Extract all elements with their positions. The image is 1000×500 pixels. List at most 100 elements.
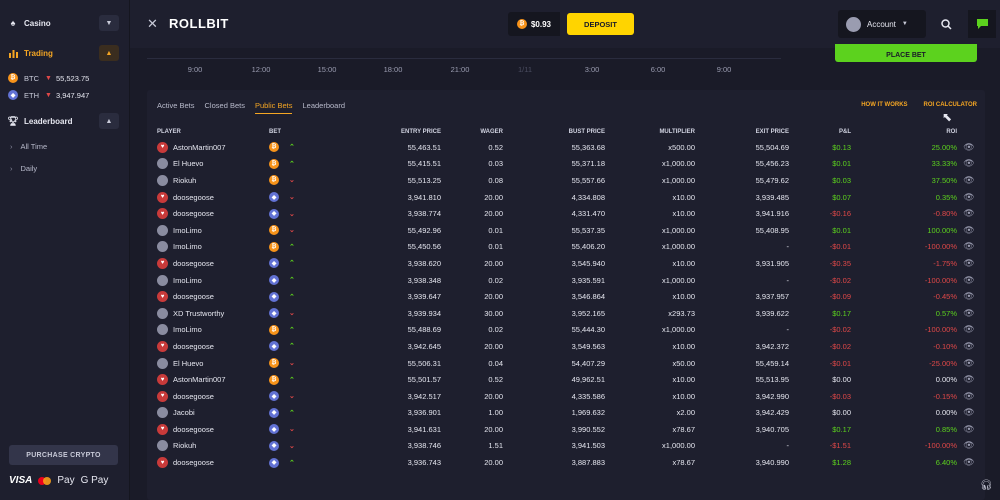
purchase-crypto-button[interactable]: PURCHASE CRYPTO — [9, 445, 118, 465]
player-cell[interactable]: ImoLimo — [157, 272, 269, 289]
eye-icon[interactable]: 👁︎ — [963, 158, 975, 169]
pnl: -$0.02 — [829, 275, 851, 285]
table-row[interactable]: ImoLimo ₿ ⌃ 55,450.56 0.01 55,406.20 x1,000.00… — [157, 239, 981, 256]
table-row[interactable]: ImoLimo ₿ ⌄ 55,492.96 0.01 55,537.35 x1,000.00… — [157, 222, 981, 239]
table-row[interactable]: XD Trustworthy ◆ ⌄ 3,939.934 30.00 3,952.165 x… — [157, 305, 981, 322]
help-icon[interactable]: 🎧︎ — [980, 480, 993, 491]
account-menu[interactable]: Account ▼ — [838, 10, 926, 38]
deposit-button[interactable]: DEPOSIT — [567, 13, 634, 35]
player-cell[interactable]: ImoLimo — [157, 322, 269, 339]
player-cell[interactable]: ImoLimo — [157, 239, 269, 256]
chevron-down-icon[interactable]: ▼ — [99, 15, 119, 31]
roi: 33.33% — [931, 159, 957, 169]
table-row[interactable]: El Huevo ₿ ⌃ 55,415.51 0.03 55,371.18 x1,000.0… — [157, 156, 981, 173]
roi: 100.00% — [927, 225, 957, 235]
table-row[interactable]: ♥ doosegoose ◆ ⌄ 3,942.517 20.00 4,335.586 x10.… — [157, 388, 981, 405]
eye-icon[interactable]: 👁︎ — [963, 241, 975, 252]
eye-icon[interactable]: 👁︎ — [963, 208, 975, 219]
bet-cell: ◆ ⌃ — [269, 454, 339, 471]
arrow-up-icon: ⌃ — [289, 343, 295, 351]
ticker-symbol: ETH — [24, 90, 39, 100]
balance-display[interactable]: ₿ $0.93 — [508, 12, 560, 36]
pnl: -$0.01 — [829, 242, 851, 252]
player-cell[interactable]: ImoLimo — [157, 222, 269, 239]
table-row[interactable]: ♥ AstonMartin007 ₿ ⌃ 55,463.51 0.52 55,363.68 x… — [157, 139, 981, 156]
roi-calculator-link[interactable]: ROI CALCULATOR — [923, 102, 977, 108]
multiplier: x78.67 — [672, 458, 695, 468]
eye-icon[interactable]: 👁︎ — [963, 307, 975, 318]
sidebar-item-trading[interactable]: Trading ▲ — [8, 45, 119, 61]
player-cell[interactable]: ♥ doosegoose — [157, 454, 269, 471]
eye-icon[interactable]: 👁︎ — [963, 357, 975, 368]
roi: -0.15% — [933, 391, 957, 401]
eye-icon[interactable]: 👁︎ — [963, 191, 975, 202]
eye-icon[interactable]: 👁︎ — [963, 224, 975, 235]
player-cell[interactable]: ♥ doosegoose — [157, 189, 269, 206]
sidebar-subitem-daily[interactable]: › Daily — [10, 164, 37, 173]
player-cell[interactable]: ♥ doosegoose — [157, 338, 269, 355]
wager: 20.00 — [484, 209, 503, 219]
rollbit-avatar-icon: ♥ — [157, 208, 168, 220]
eye-icon[interactable]: 👁︎ — [963, 174, 975, 185]
sidebar-item-casino[interactable]: ♠ Casino ▼ — [8, 15, 119, 31]
search-button[interactable] — [934, 12, 958, 36]
player-cell[interactable]: El Huevo — [157, 355, 269, 372]
table-row[interactable]: ♥ doosegoose ◆ ⌄ 3,938.774 20.00 4,331.470 x10.… — [157, 205, 981, 222]
sidebar-item-leaderboard[interactable]: 🏆︎ Leaderboard ▲ — [7, 113, 119, 129]
eye-icon[interactable]: 👁︎ — [963, 291, 975, 302]
chat-button[interactable] — [968, 10, 996, 38]
player-cell[interactable]: Jacobi — [157, 405, 269, 422]
player-cell[interactable]: ♥ doosegoose — [157, 288, 269, 305]
site-logo[interactable]: ROLLBIT — [169, 16, 229, 31]
player-cell[interactable]: Riokuh — [157, 172, 269, 189]
table-row[interactable]: El Huevo ₿ ⌄ 55,506.31 0.04 54,407.29 x50.00 55… — [157, 355, 981, 372]
player-cell[interactable]: ♥ AstonMartin007 — [157, 371, 269, 388]
table-row[interactable]: ♥ doosegoose ◆ ⌄ 3,941.631 20.00 3,990.552 x78.… — [157, 421, 981, 438]
eye-icon[interactable]: 👁︎ — [963, 407, 975, 418]
tab-active-bets[interactable]: Active Bets — [157, 101, 195, 110]
how-it-works-link[interactable]: HOW IT WORKS — [861, 102, 908, 108]
player-cell[interactable]: ♥ AstonMartin007 — [157, 139, 269, 156]
chevron-up-icon[interactable]: ▲ — [99, 45, 119, 61]
eye-icon[interactable]: 👁︎ — [963, 340, 975, 351]
eye-icon[interactable]: 👁︎ — [963, 274, 975, 285]
table-row[interactable]: ♥ doosegoose ◆ ⌄ 3,941.810 20.00 4,334.808 x10.… — [157, 189, 981, 206]
eye-icon[interactable]: 👁︎ — [963, 324, 975, 335]
player-cell[interactable]: ♥ doosegoose — [157, 255, 269, 272]
table-row[interactable]: ♥ doosegoose ◆ ⌃ 3,936.743 20.00 3,887.883 x78.… — [157, 454, 981, 471]
player-cell[interactable]: ♥ doosegoose — [157, 421, 269, 438]
eye-icon[interactable]: 👁︎ — [963, 440, 975, 451]
tab-closed-bets[interactable]: Closed Bets — [204, 101, 245, 110]
chevron-up-icon[interactable]: ▲ — [99, 113, 119, 129]
tab-leaderboard[interactable]: Leaderboard — [302, 101, 346, 110]
table-row[interactable]: Riokuh ◆ ⌄ 3,938.746 1.51 3,941.503 x1,000.00-… — [157, 438, 981, 455]
ticker-eth[interactable]: ◆ ETH ▼ 3,947.947 — [8, 90, 119, 100]
roi: -25.00% — [929, 358, 957, 368]
eye-icon[interactable]: 👁︎ — [963, 423, 975, 434]
player-cell[interactable]: XD Trustworthy — [157, 305, 269, 322]
sidebar-subitem-all-time[interactable]: › All Time — [10, 142, 47, 151]
player-cell[interactable]: ♥ doosegoose — [157, 205, 269, 222]
tab-public-bets[interactable]: Public Bets — [254, 101, 293, 114]
table-row[interactable]: Riokuh ₿ ⌄ 55,513.25 0.08 55,557.66 x1,000.00 5… — [157, 172, 981, 189]
eye-icon[interactable]: 👁︎ — [963, 257, 975, 268]
player-cell[interactable]: Riokuh — [157, 438, 269, 455]
table-row[interactable]: ImoLimo ◆ ⌃ 3,938.348 0.02 3,935.591 x1,000.00… — [157, 272, 981, 289]
player-cell[interactable]: El Huevo — [157, 156, 269, 173]
table-row[interactable]: ♥ AstonMartin007 ₿ ⌃ 55,501.57 0.52 49,962.51 x… — [157, 371, 981, 388]
place-bet-button[interactable]: PLACE BET — [835, 44, 977, 62]
table-row[interactable]: Jacobi ◆ ⌃ 3,936.901 1.00 1,969.632 x2.00 3,942… — [157, 405, 981, 422]
table-row[interactable]: ♥ doosegoose ◆ ⌃ 3,942.645 20.00 3,549.563 x10.… — [157, 338, 981, 355]
table-row[interactable]: ♥ doosegoose ◆ ⌃ 3,939.647 20.00 3,546.864 x10.… — [157, 288, 981, 305]
ticker-btc[interactable]: ₿ BTC ▼ 55,523.75 — [8, 73, 119, 83]
table-row[interactable]: ImoLimo ₿ ⌃ 55,488.69 0.02 55,444.30 x1,000.00… — [157, 322, 981, 339]
player-cell[interactable]: ♥ doosegoose — [157, 388, 269, 405]
eye-icon[interactable]: 👁︎ — [963, 141, 975, 152]
table-row[interactable]: ♥ doosegoose ◆ ⌃ 3,938.620 20.00 3,545.940 x10.… — [157, 255, 981, 272]
column-header-multiplier: MULTIPLIER — [659, 129, 695, 135]
eye-icon[interactable]: 👁︎ — [963, 390, 975, 401]
eye-icon[interactable]: 👁︎ — [963, 374, 975, 385]
exit-price: 55,504.69 — [755, 142, 789, 152]
eye-icon[interactable]: 👁︎ — [963, 457, 975, 468]
close-icon[interactable]: ✕ — [147, 16, 158, 31]
